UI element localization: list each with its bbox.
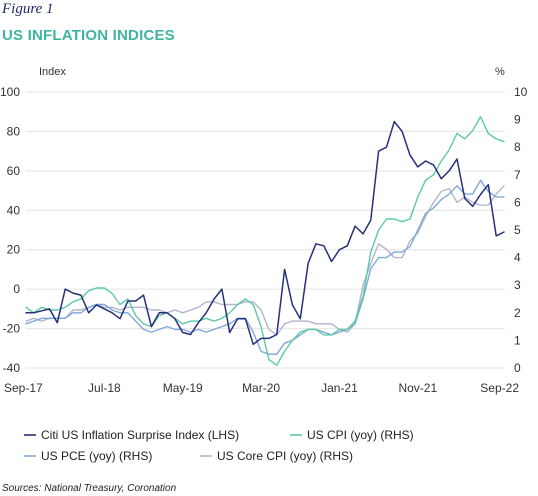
right-tick-label: 8 [514, 140, 521, 154]
right-axis-label: % [495, 66, 505, 78]
right-tick-label: 3 [514, 278, 521, 292]
left-tick-label: 100 [0, 85, 20, 99]
right-tick-label: 10 [514, 85, 528, 99]
left-tick-label: -20 [3, 322, 21, 336]
left-axis-label: Index [39, 66, 66, 78]
series-line-pce [25, 179, 505, 355]
sources-note: Sources: National Treasury, Coronation [2, 483, 177, 494]
right-tick-label: 4 [514, 251, 521, 265]
right-tick-label: 7 [514, 168, 521, 182]
right-tick-label: 6 [514, 195, 521, 209]
x-tick-label: Nov-21 [398, 381, 437, 395]
x-tick-label: Jul-18 [88, 381, 121, 395]
legend-label-core: US Core CPI (yoy) (RHS) [217, 449, 353, 463]
figure-label: Figure 1 [2, 1, 54, 17]
legend-label-cpi: US CPI (yoy) (RHS) [307, 428, 414, 442]
left-tick-label: 20 [7, 243, 21, 257]
right-tick-label: 2 [514, 306, 521, 320]
x-tick-label: Jan-21 [321, 381, 358, 395]
series-line-core [25, 185, 505, 336]
legend: Citi US Inflation Surprise Index (LHS) US… [24, 428, 414, 463]
x-tick-label: Sep-17 [4, 381, 43, 395]
left-tick-label: 80 [7, 124, 21, 138]
series-line-cpi [25, 116, 505, 366]
legend-label-surprise: Citi US Inflation Surprise Index (LHS) [41, 428, 239, 442]
left-tick-label: 0 [13, 282, 20, 296]
right-tick-label: 0 [514, 361, 521, 375]
left-tick-label: 40 [7, 203, 21, 217]
legend-label-pce: US PCE (yoy) (RHS) [41, 449, 152, 463]
left-tick-label: -40 [3, 361, 21, 375]
chart-title: US INFLATION INDICES [2, 27, 175, 44]
x-tick-label: May-19 [163, 381, 203, 395]
series-lines [25, 116, 505, 366]
left-tick-label: 60 [7, 164, 21, 178]
series-line-surprise [25, 120, 505, 346]
right-tick-label: 1 [514, 333, 521, 347]
right-tick-label: 5 [514, 223, 521, 237]
right-tick-label: 9 [514, 113, 521, 127]
x-tick-label: Sep-22 [480, 381, 519, 395]
grid-lines [26, 91, 505, 369]
x-tick-label: Mar-20 [242, 381, 280, 395]
